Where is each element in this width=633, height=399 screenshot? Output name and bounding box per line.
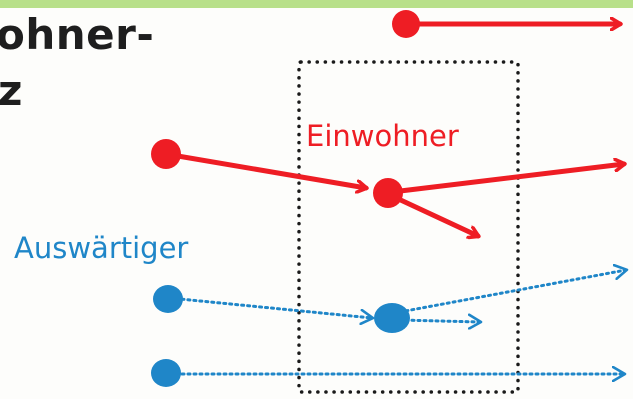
visitor-arrow-internal (398, 320, 480, 322)
heading-line-2: z (0, 66, 23, 115)
resident-inside-point (373, 178, 403, 208)
resident-arrow-leaving (389, 164, 624, 195)
heading-line-1: ohner- (0, 10, 155, 59)
resident-arrow-entering (163, 151, 366, 188)
resident-arrow-internal (389, 193, 478, 236)
visitor-start-point (153, 285, 183, 313)
area-boundary-frame (297, 60, 520, 394)
visitor-arrow-leaving (398, 270, 626, 314)
resident-start-point (151, 139, 181, 169)
resident-start-point-top (392, 10, 420, 38)
visitor-label: Auswärtiger (14, 231, 189, 265)
visitor-transit-point (151, 359, 181, 387)
resident-label: Einwohner (306, 119, 459, 153)
visitor-inside-point (374, 303, 410, 333)
top-band (0, 0, 633, 8)
visitor-arrow-entering (168, 296, 372, 318)
